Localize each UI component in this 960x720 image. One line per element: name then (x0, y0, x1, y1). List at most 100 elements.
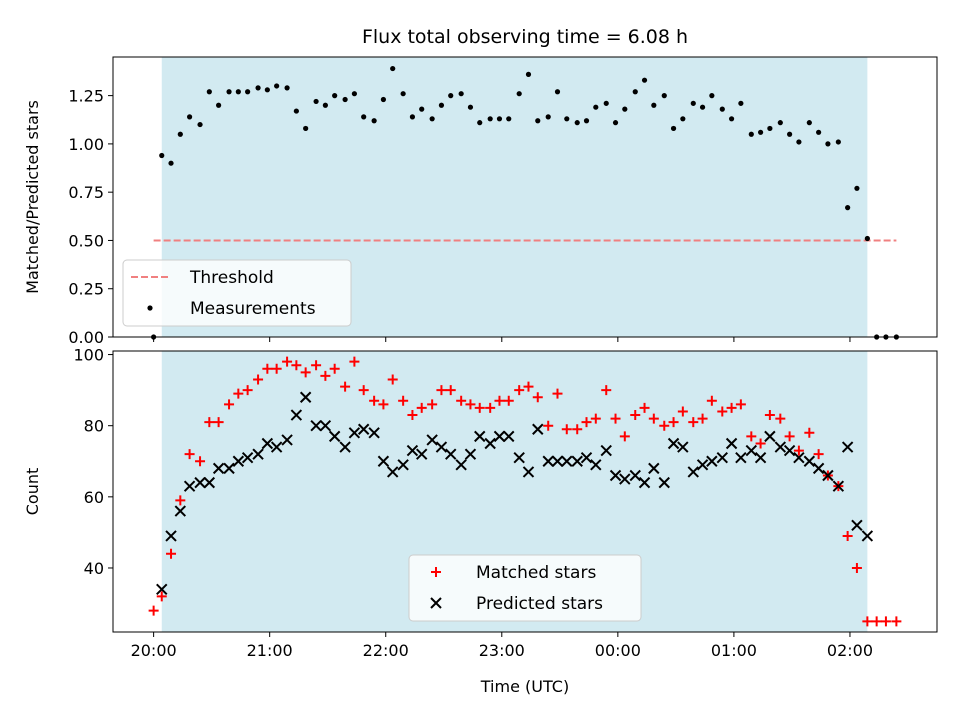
measurement-point (593, 104, 599, 110)
count-y-axis: 40 60 80 100 (73, 346, 113, 578)
measurement-point (583, 118, 590, 124)
predicted-star-point (687, 466, 699, 478)
predicted-star-point (667, 437, 680, 450)
predicted-star-point (822, 469, 834, 482)
measurement-point (429, 116, 435, 122)
predicted-star-point (696, 459, 709, 471)
predicted-star-point (328, 430, 341, 443)
y-tick-label: 1.25 (68, 87, 104, 106)
measurement-point (274, 83, 280, 89)
measurement-point (159, 152, 165, 159)
predicted-star-point (203, 476, 216, 489)
matched-star-point (813, 449, 824, 460)
matched-star-point (156, 591, 167, 602)
predicted-star-point (774, 441, 787, 453)
predicted-star-point (416, 448, 428, 460)
measurement-point (864, 235, 870, 242)
measurement-point (284, 85, 290, 91)
predicted-star-point (542, 455, 554, 467)
matched-star-point (880, 616, 891, 627)
measurement-point (332, 93, 338, 99)
measurement-point (748, 131, 754, 137)
measurement-point (313, 98, 319, 105)
predicted-star-point (706, 455, 718, 467)
measurement-point (525, 71, 532, 77)
matched-star-point (175, 495, 186, 506)
matched-star-point (204, 417, 215, 428)
matched-star-point (329, 363, 340, 374)
legend-matched-label: Matched stars (476, 563, 596, 583)
predicted-star-point (464, 448, 477, 460)
matched-star-point (271, 363, 282, 374)
measurement-point (380, 96, 387, 103)
measurement-point (438, 102, 445, 108)
measurement-point (506, 116, 512, 122)
predicted-star-point (532, 423, 544, 435)
y-tick-label: 0.25 (68, 280, 104, 299)
measurement-point (371, 118, 377, 124)
legend-predicted-label: Predicted stars (476, 594, 603, 614)
matched-star-point (474, 402, 485, 413)
measurement-point (186, 114, 193, 120)
predicted-star-point (386, 466, 399, 478)
ratio-marks (151, 65, 899, 340)
predicted-star-point (377, 455, 390, 467)
measurement-point (264, 87, 270, 93)
matched-star-point (262, 363, 273, 374)
predicted-star-point (357, 423, 370, 435)
measurement-point (245, 89, 251, 95)
matched-star-point (358, 385, 369, 396)
ratio-x-axis (153, 337, 851, 342)
predicted-star-point (165, 530, 177, 542)
predicted-star-point (339, 441, 351, 453)
matched-star-point (503, 395, 514, 406)
predicted-star-point (648, 462, 660, 475)
matched-star-point (610, 413, 621, 424)
matched-star-point (755, 438, 766, 449)
predicted-star-point (281, 434, 293, 446)
measurement-point (787, 131, 793, 137)
measurement-point (641, 77, 648, 83)
measurement-point (564, 116, 570, 122)
measurement-point (825, 141, 831, 147)
measurement-point (690, 100, 696, 106)
predicted-star-point (232, 455, 245, 467)
predicted-star-point (261, 437, 274, 450)
measurement-point (738, 100, 744, 106)
predicted-star-point (861, 530, 874, 542)
measurement-point (487, 116, 493, 122)
predicted-star-point (783, 444, 796, 457)
predicted-star-point (590, 459, 602, 471)
matched-star-point (291, 360, 302, 371)
matched-star-point (659, 420, 670, 431)
matched-star-point (456, 395, 467, 406)
matched-star-point (746, 431, 757, 442)
measurement-point (728, 116, 735, 122)
count-panel: 40 60 80 100 20:00 21:00 22:00 23:00 00:00 01:00… (23, 346, 938, 696)
predicted-star-point (793, 452, 805, 464)
predicted-star-point (310, 419, 322, 432)
matched-star-point (282, 356, 293, 367)
measurement-point (545, 114, 551, 120)
matched-star-point (706, 395, 717, 406)
matched-star-point (581, 417, 592, 428)
predicted-star-point (156, 583, 168, 596)
predicted-star-point (600, 444, 612, 457)
predicted-star-point (716, 452, 729, 464)
matched-star-point (552, 388, 563, 399)
measurement-point (303, 125, 309, 132)
measurement-point (535, 118, 541, 124)
matched-star-point (436, 385, 447, 396)
x-tick-label: 21:00 (247, 641, 293, 660)
matched-star-point (677, 406, 688, 417)
measurement-point (458, 91, 464, 97)
matched-star-point (648, 413, 659, 424)
predicted-star-point (638, 476, 651, 489)
matched-star-point (300, 367, 311, 378)
matched-star-point (224, 399, 235, 410)
ratio-y-axis: 0.00 0.25 0.50 0.75 1.00 1.25 (68, 87, 113, 347)
predicted-star-point (455, 459, 467, 471)
measurement-point (796, 139, 802, 145)
predicted-star-point (484, 437, 496, 450)
predicted-star-point (406, 444, 419, 457)
